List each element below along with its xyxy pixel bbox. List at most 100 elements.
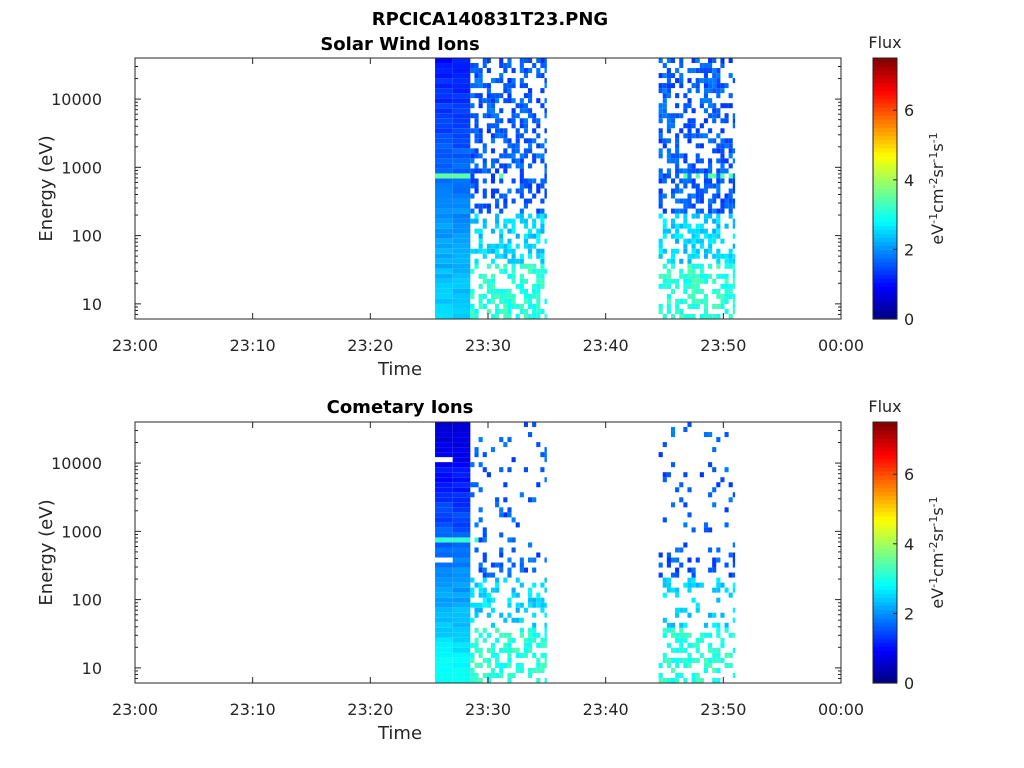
spectrogram-cell bbox=[486, 128, 491, 134]
spectrogram-cell bbox=[687, 163, 692, 169]
spectrogram-cell bbox=[495, 313, 500, 319]
spectrogram-cell bbox=[482, 248, 487, 254]
spectrogram-cell bbox=[666, 113, 671, 119]
spectrogram-cell bbox=[478, 652, 483, 658]
spectrogram-cell bbox=[670, 233, 676, 239]
spectrogram-cell bbox=[699, 63, 704, 69]
spectrogram-cell bbox=[703, 303, 709, 309]
spectrogram-cell bbox=[724, 467, 729, 473]
spectrogram-cell bbox=[507, 677, 512, 683]
spectrogram-cell bbox=[470, 308, 475, 314]
spectrogram-cell bbox=[532, 597, 537, 603]
spectrogram-cell bbox=[452, 223, 471, 229]
spectrogram-cell bbox=[699, 288, 704, 294]
spectrogram-cell bbox=[528, 298, 533, 304]
spectrogram-cell bbox=[503, 153, 508, 159]
spectrogram-cell bbox=[474, 602, 479, 608]
spectrogram-cell bbox=[452, 83, 471, 89]
spectrogram-cell bbox=[712, 502, 717, 508]
spectrogram-cell bbox=[703, 522, 709, 528]
spectrogram-cell bbox=[435, 73, 453, 79]
spectrogram-cell bbox=[511, 592, 516, 598]
spectrogram-cell bbox=[452, 73, 471, 79]
spectrogram-cell bbox=[540, 273, 545, 279]
spectrogram-cell bbox=[679, 178, 684, 184]
spectrogram-cell bbox=[540, 248, 545, 254]
spectrogram-cell bbox=[703, 68, 709, 74]
spectrogram-cell bbox=[519, 283, 524, 289]
spectrogram-cell bbox=[519, 133, 524, 139]
spectrogram-cell bbox=[695, 647, 700, 653]
colorbar-swatch bbox=[873, 650, 897, 656]
spectrogram-cell bbox=[507, 308, 512, 314]
spectrogram-cell bbox=[662, 143, 667, 149]
spectrogram-cell bbox=[478, 303, 483, 309]
spectrogram-cell bbox=[675, 143, 680, 149]
x-tick-label: 00:00 bbox=[818, 700, 864, 719]
spectrogram-cell bbox=[519, 163, 524, 169]
spectrogram-cell bbox=[703, 273, 709, 279]
spectrogram-cell bbox=[544, 602, 547, 608]
spectrogram-cell bbox=[724, 138, 729, 144]
x-tick-label: 23:30 bbox=[465, 700, 511, 719]
spectrogram-cell bbox=[499, 173, 504, 179]
spectrogram-cell bbox=[536, 68, 541, 74]
spectrogram-cell bbox=[687, 228, 692, 234]
spectrogram-cell bbox=[486, 288, 491, 294]
spectrogram-cell bbox=[708, 657, 713, 663]
spectrogram-cell bbox=[720, 238, 725, 244]
spectrogram-cell bbox=[695, 582, 700, 588]
spectrogram-cell bbox=[683, 313, 688, 319]
colorbar-swatch bbox=[873, 556, 897, 562]
colorbar-swatch bbox=[873, 270, 897, 275]
spectrogram-cell bbox=[716, 627, 721, 633]
spectrogram-cell bbox=[728, 173, 733, 179]
spectrogram-cell bbox=[675, 592, 680, 598]
spectrogram-cell bbox=[478, 298, 483, 304]
colorbar-swatch bbox=[873, 147, 897, 153]
spectrogram-cell bbox=[536, 442, 541, 448]
spectrogram-cell bbox=[482, 58, 487, 64]
spectrogram-cell bbox=[519, 78, 524, 84]
spectrogram-cell bbox=[470, 672, 475, 678]
spectrogram-cell bbox=[716, 657, 721, 663]
spectrogram-cell bbox=[536, 298, 541, 304]
spectrogram-cell bbox=[679, 73, 684, 79]
spectrogram-cell bbox=[435, 183, 453, 189]
spectrogram-cell bbox=[482, 278, 487, 284]
spectrogram-cell bbox=[683, 178, 688, 184]
colorbar-swatch bbox=[873, 196, 897, 202]
spectrogram-cell bbox=[666, 557, 671, 563]
spectrogram-cell bbox=[679, 562, 684, 568]
spectrogram-cell bbox=[495, 118, 500, 124]
spectrogram-cell bbox=[482, 188, 487, 194]
spectrogram-cell bbox=[695, 298, 700, 304]
spectrogram-cell bbox=[528, 183, 533, 189]
spectrogram-cell bbox=[699, 228, 704, 234]
spectrogram-cell bbox=[503, 512, 508, 518]
spectrogram-cell bbox=[544, 188, 547, 194]
spectrogram-cell bbox=[474, 662, 479, 668]
spectrogram-cell bbox=[486, 298, 491, 304]
spectrogram-cell bbox=[507, 118, 512, 124]
colorbar-swatch bbox=[873, 552, 897, 558]
spectrogram-cell bbox=[435, 537, 453, 543]
y-tick-label: 10 bbox=[82, 295, 102, 314]
spectrogram-cell bbox=[720, 143, 725, 149]
spectrogram-cell bbox=[716, 143, 721, 149]
spectrogram-cell bbox=[519, 557, 524, 563]
spectrogram-cell bbox=[470, 667, 475, 673]
spectrogram-cell bbox=[732, 647, 736, 653]
spectrogram-cell bbox=[452, 642, 471, 648]
spectrogram-cell bbox=[544, 138, 547, 144]
spectrogram-cell bbox=[724, 203, 729, 209]
spectrogram-cell bbox=[486, 83, 491, 89]
spectrogram-cell bbox=[495, 303, 500, 309]
spectrogram-cell bbox=[507, 88, 512, 94]
spectrogram-cell bbox=[544, 452, 547, 458]
spectrogram-cell bbox=[708, 462, 713, 468]
spectrogram-cell bbox=[435, 547, 453, 553]
spectrogram-cell bbox=[499, 178, 504, 184]
spectrogram-cell bbox=[716, 313, 721, 319]
spectrogram-cell bbox=[452, 198, 471, 204]
